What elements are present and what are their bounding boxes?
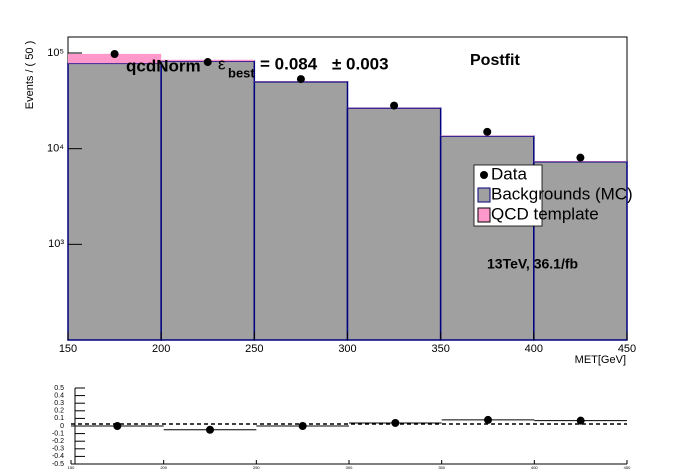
data-point xyxy=(576,153,585,162)
legend-marker xyxy=(480,171,488,179)
y-tick-label: -0.4 xyxy=(52,453,64,460)
data-point xyxy=(483,127,492,136)
annotation: ± 0.003 xyxy=(332,54,389,73)
y-axis-label: Events / ( 50 ) xyxy=(24,41,36,109)
y-tick-label: 0.1 xyxy=(54,415,64,422)
data-point xyxy=(110,50,119,59)
legend-label: Backgrounds (MC) xyxy=(491,184,633,203)
y-tick-label: 0.2 xyxy=(54,408,64,415)
bar-segment xyxy=(533,160,628,341)
y-tick-label: 0 xyxy=(60,423,64,430)
ratio-point xyxy=(206,425,214,434)
bar-segment xyxy=(253,81,349,341)
x-tick-label: 400 xyxy=(531,465,538,470)
ratio-point xyxy=(113,422,122,430)
ratio-point xyxy=(298,422,307,430)
x-axis-label: MET[GeV] xyxy=(575,354,626,366)
bar-segment xyxy=(68,53,162,64)
y-tick-label: 0.4 xyxy=(54,392,64,399)
ratio-point xyxy=(484,415,492,424)
x-tick-label: 300 xyxy=(338,343,356,355)
y-tick-label: 0.3 xyxy=(54,400,64,407)
x-tick-label: 350 xyxy=(431,343,449,355)
data-point xyxy=(296,75,305,84)
legend-label: QCD template xyxy=(491,204,599,223)
y-tick-label: 10⁴ xyxy=(47,143,64,155)
legend-marker xyxy=(477,187,491,203)
legend-label: Data xyxy=(491,164,527,183)
bar-segment xyxy=(67,62,162,341)
annotation: = 0.084 xyxy=(260,54,318,73)
ratio-point xyxy=(391,418,400,427)
y-tick-label: 10³ xyxy=(48,238,64,250)
annotation: qcdNorm xyxy=(126,56,201,75)
bar-segment xyxy=(346,107,442,341)
x-tick-label: 150 xyxy=(68,465,75,470)
x-tick-label: 400 xyxy=(525,343,543,355)
y-tick-label: -0.1 xyxy=(52,430,64,437)
ratio-point xyxy=(576,416,585,425)
legend-marker xyxy=(477,207,491,223)
annotation: ε xyxy=(218,54,226,73)
x-tick-label: 250 xyxy=(245,343,263,355)
x-tick-label: 200 xyxy=(152,343,170,355)
x-tick-label: 450 xyxy=(624,465,631,470)
x-tick-label: 150 xyxy=(59,343,77,355)
y-tick-label: -0.3 xyxy=(52,446,64,453)
data-point xyxy=(390,101,399,110)
x-tick-label: 200 xyxy=(160,465,167,470)
bar-segment xyxy=(160,60,256,341)
bars xyxy=(67,53,628,341)
data-point xyxy=(203,58,212,67)
y-tick-label: -0.2 xyxy=(52,438,64,445)
y-tick-label: 0.5 xyxy=(54,385,64,392)
annotation: best xyxy=(228,65,255,80)
x-tick-label: 450 xyxy=(618,343,636,355)
annotation: Postfit xyxy=(470,52,520,69)
x-tick-label: 300 xyxy=(346,465,353,470)
annotation: 13TeV, 36.1/fb xyxy=(487,256,578,272)
bar-segment xyxy=(440,135,534,137)
y-tick-label: -0.5 xyxy=(52,461,64,468)
y-tick-label: 10⁵ xyxy=(47,47,64,59)
x-tick-label: 350 xyxy=(438,465,445,470)
x-tick-label: 250 xyxy=(253,465,260,470)
